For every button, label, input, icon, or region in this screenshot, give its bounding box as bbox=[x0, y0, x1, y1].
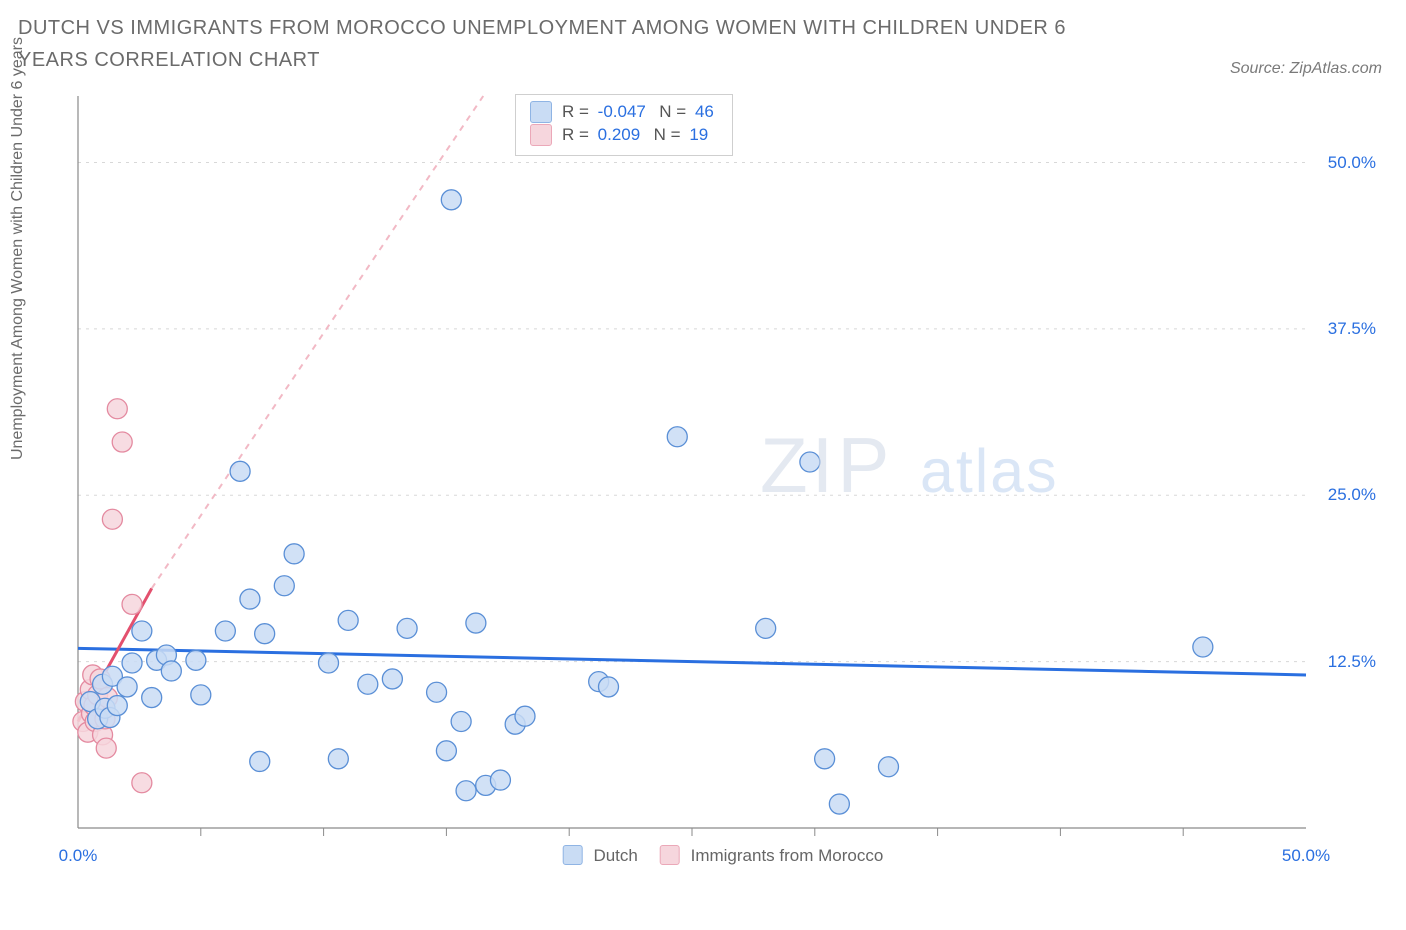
stats-n-label: N = bbox=[650, 101, 691, 124]
stats-n-value: 19 bbox=[685, 124, 712, 147]
y-tick-label: 37.5% bbox=[1328, 319, 1376, 339]
source-label: Source: ZipAtlas.com bbox=[1230, 60, 1382, 78]
stats-row-dutch: R = -0.047 N = 46 bbox=[530, 101, 718, 124]
series-legend: Dutch Immigrants from Morocco bbox=[563, 845, 884, 866]
swatch-dutch bbox=[563, 845, 583, 865]
x-tick-label: 50.0% bbox=[1282, 846, 1330, 866]
stats-r-label: R = bbox=[562, 124, 594, 147]
stats-r-label: R = bbox=[562, 101, 594, 124]
stats-n-label: N = bbox=[644, 124, 685, 147]
chart-title: DUTCH VS IMMIGRANTS FROM MOROCCO UNEMPLO… bbox=[18, 12, 1118, 76]
plot-area: 12.5% 25.0% 37.5% 50.0% 0.0% 50.0% ZIPat… bbox=[60, 90, 1386, 870]
y-tick-label: 50.0% bbox=[1328, 153, 1376, 173]
swatch-morocco bbox=[530, 124, 552, 146]
stats-r-value: 0.209 bbox=[594, 124, 645, 147]
x-tick-label: 0.0% bbox=[59, 846, 98, 866]
legend-label: Immigrants from Morocco bbox=[691, 846, 884, 865]
legend-item-dutch: Dutch bbox=[563, 845, 638, 866]
legend-label: Dutch bbox=[593, 846, 637, 865]
swatch-dutch bbox=[530, 101, 552, 123]
plot-svg bbox=[60, 90, 1386, 870]
stats-row-morocco: R = 0.209 N = 19 bbox=[530, 124, 718, 147]
swatch-morocco bbox=[660, 845, 680, 865]
y-tick-label: 12.5% bbox=[1328, 652, 1376, 672]
chart-container: DUTCH VS IMMIGRANTS FROM MOROCCO UNEMPLO… bbox=[0, 0, 1406, 930]
legend-item-morocco: Immigrants from Morocco bbox=[660, 845, 883, 866]
stats-n-value: 46 bbox=[691, 101, 718, 124]
y-axis-title: Unemployment Among Women with Children U… bbox=[9, 37, 27, 460]
y-tick-label: 25.0% bbox=[1328, 485, 1376, 505]
correlation-stats-box: R = -0.047 N = 46 R = 0.209 N = 19 bbox=[515, 94, 733, 156]
stats-r-value: -0.047 bbox=[594, 101, 650, 124]
